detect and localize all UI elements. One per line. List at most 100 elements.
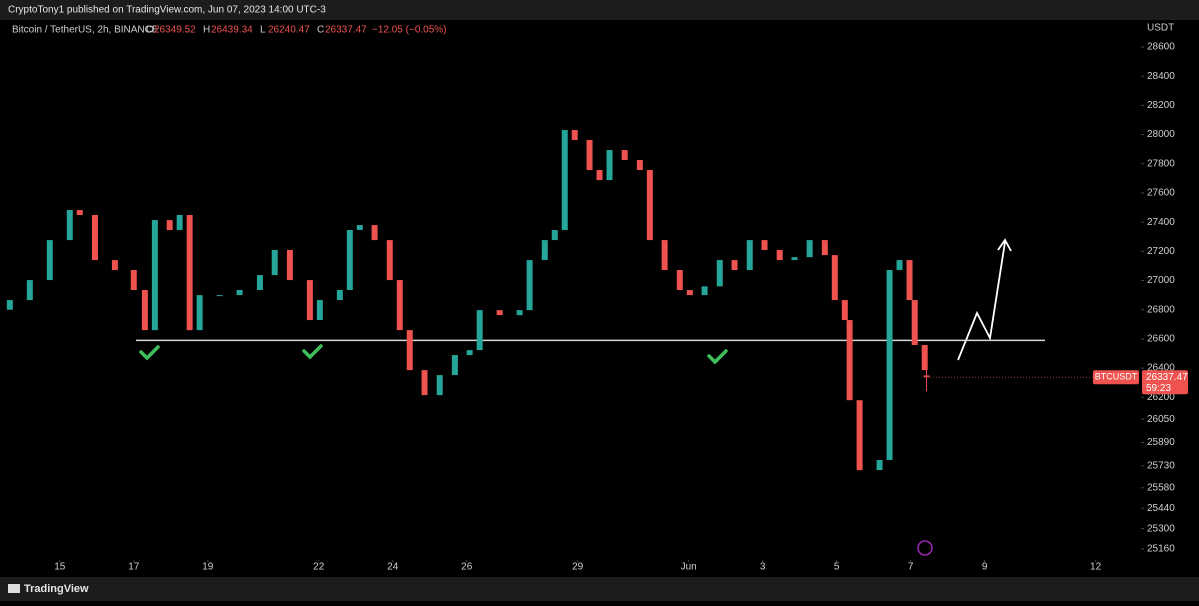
candle-body: [876, 460, 883, 471]
candle-body: [186, 214, 193, 331]
x-tick-label: 15: [54, 562, 66, 573]
y-tick-label: 27200: [1147, 246, 1175, 257]
candle-body: [421, 370, 428, 396]
candle-body: [896, 260, 903, 271]
candle-body: [346, 230, 353, 290]
candle-body: [6, 300, 13, 310]
candle-body: [606, 150, 613, 181]
candle-body: [476, 310, 483, 351]
candle-body: [586, 139, 593, 171]
y-tick-label: 27000: [1147, 275, 1175, 286]
candle-body: [216, 295, 223, 297]
candle-body: [701, 286, 708, 296]
publish-info: CryptoTony1 published on TradingView.com…: [8, 5, 326, 16]
candle-body: [111, 260, 118, 271]
y-tick-label: 27400: [1147, 217, 1175, 228]
candle-body: [336, 290, 343, 301]
candle-body: [166, 220, 173, 231]
y-tick-label: 28000: [1147, 129, 1175, 140]
y-tick-label: 28200: [1147, 100, 1175, 111]
candle-body: [551, 230, 558, 241]
x-tick-label: 12: [1090, 562, 1102, 573]
candle-body: [386, 240, 393, 281]
candle-body: [236, 290, 243, 296]
legend-change: −12.05 (−0.05%): [372, 25, 447, 36]
y-tick-label: 25580: [1147, 482, 1175, 493]
tv-logo: [8, 584, 20, 593]
y-tick-label: 27600: [1147, 188, 1175, 199]
candle-body: [596, 170, 603, 181]
legend-high-value: 26439.34: [211, 25, 253, 36]
y-tick-label: 26050: [1147, 414, 1175, 425]
x-tick-label: 19: [202, 562, 214, 573]
price-label: 26337.47: [1146, 372, 1188, 383]
y-tick-label: 25890: [1147, 437, 1175, 448]
candle-body: [561, 130, 568, 231]
legend-close-label: C: [317, 25, 324, 36]
candle-body: [646, 170, 653, 241]
candle-body: [66, 210, 73, 241]
candle-body: [636, 159, 643, 171]
candle-body: [856, 400, 863, 471]
candle-body: [686, 290, 693, 296]
x-tick-label: 9: [982, 562, 988, 573]
candle-body: [466, 350, 473, 356]
candle-body: [761, 240, 768, 251]
legend-open-value: 26349.52: [154, 25, 196, 36]
candle-body: [306, 280, 313, 321]
x-tick-label: 7: [908, 562, 914, 573]
brand: TradingView: [24, 583, 89, 595]
x-tick-label: 17: [128, 562, 140, 573]
candle-body: [436, 375, 443, 396]
projection-arrow: [957, 238, 1012, 361]
replay-icon: [917, 540, 933, 556]
candle-body: [661, 240, 668, 271]
candle-body: [921, 345, 928, 371]
y-tick-label: 26600: [1147, 334, 1175, 345]
candle-body: [176, 214, 183, 231]
x-tick-label: 29: [572, 562, 584, 573]
x-tick-label: 5: [834, 562, 840, 573]
bottom-bar: [0, 577, 1199, 601]
candle-body: [46, 240, 53, 281]
candle-body: [141, 290, 148, 331]
legend-low-label: L: [260, 25, 266, 36]
candle-body: [886, 270, 893, 461]
candle-body: [911, 300, 918, 346]
checkmarks: [139, 344, 728, 365]
symbol: Bitcoin / TetherUS, 2h, BINANCE: [12, 25, 159, 36]
candle-body: [716, 260, 723, 287]
candle-body: [846, 320, 853, 401]
x-tick-label: 24: [387, 562, 399, 573]
x-tick-label: 26: [461, 562, 473, 573]
y-tick-label: 25160: [1147, 544, 1175, 555]
candle-body: [923, 375, 930, 378]
candle-body: [746, 240, 753, 271]
candle-body: [451, 355, 458, 376]
countdown: 59:23: [1146, 383, 1171, 394]
candle-body: [196, 295, 203, 331]
candle-body: [286, 250, 293, 281]
legend-close-value: 26337.47: [325, 25, 367, 36]
currency: USDT: [1147, 23, 1174, 34]
candle-body: [776, 250, 783, 261]
x-tick-label: Jun: [681, 562, 697, 573]
top-bar: [0, 0, 1199, 20]
y-tick-label: 26800: [1147, 304, 1175, 315]
y-tick-label: 27800: [1147, 158, 1175, 169]
candle-body: [371, 225, 378, 241]
candle-body: [316, 300, 323, 321]
candle-body: [76, 210, 83, 215]
y-tick-label: 25440: [1147, 503, 1175, 514]
candle-body: [396, 280, 403, 331]
price-tag: [1142, 370, 1188, 395]
candle-body: [731, 260, 738, 271]
candle-body: [806, 240, 813, 258]
candle-body: [356, 225, 363, 231]
candle-body: [151, 220, 158, 331]
candle-body: [821, 240, 828, 256]
candle-body: [256, 275, 263, 290]
candle-body: [831, 255, 838, 301]
